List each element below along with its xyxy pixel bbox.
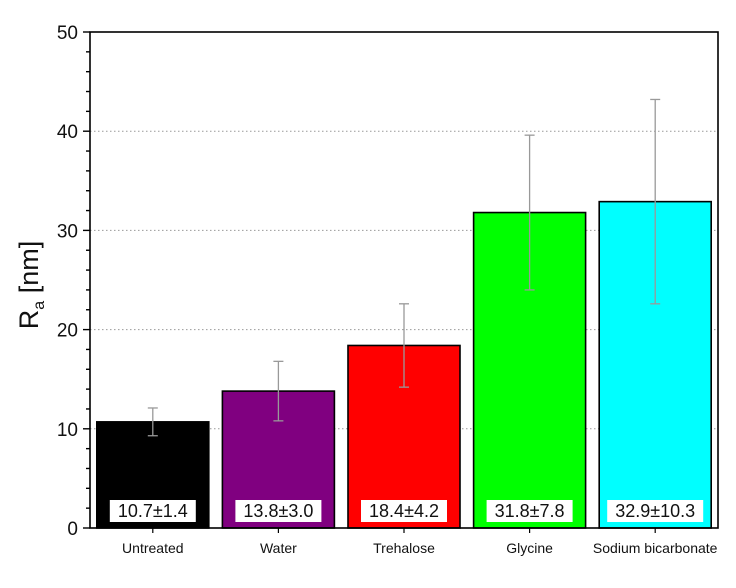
x-tick-label: Trehalose: [373, 540, 435, 556]
y-axis-label: Ra [nm]: [14, 241, 48, 329]
x-tick-label: Sodium bicarbonate: [593, 540, 718, 556]
data-label: 13.8±3.0: [243, 501, 313, 521]
data-label: 18.4±4.2: [369, 501, 439, 521]
data-label-box: [486, 500, 573, 522]
y-tick-label: 10: [57, 420, 78, 441]
data-label-box: [109, 500, 196, 522]
y-tick-label: 30: [57, 221, 78, 242]
data-label: 31.8±7.8: [495, 501, 565, 521]
x-tick-label: Glycine: [506, 540, 553, 556]
x-tick-label: Water: [260, 540, 297, 556]
y-axis-label-main: R: [14, 310, 44, 330]
y-axis: 0 10 20 30 40 50: [57, 23, 90, 540]
data-label-box: [607, 500, 704, 522]
y-axis-label-unit: [nm]: [14, 241, 44, 301]
y-tick-label: 50: [57, 23, 78, 44]
y-tick-label: 40: [57, 122, 78, 143]
y-axis-label-subscript: a: [31, 301, 48, 310]
bars: 10.7±1.4 13.8±3.0 18.4±4.2 31.8±7.8 32.9±10.…: [96, 98, 713, 529]
x-tick-label: Untreated: [122, 540, 183, 556]
y-tick-label: 20: [57, 321, 78, 342]
data-label: 10.7±1.4: [118, 501, 188, 521]
data-label: 32.9±10.3: [615, 501, 695, 521]
data-label-box: [361, 500, 447, 522]
data-label-box: [235, 500, 322, 522]
y-tick-label: 0: [67, 519, 78, 540]
